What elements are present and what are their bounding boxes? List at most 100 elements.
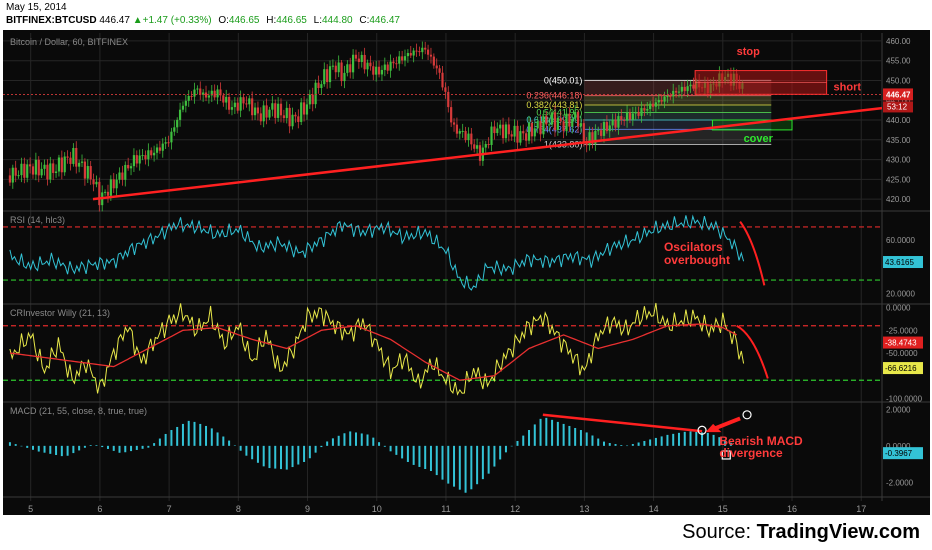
- candle-body: [103, 191, 107, 193]
- macd-annotation-line: divergence: [719, 446, 783, 460]
- candle-body: [115, 179, 118, 189]
- candle-body: [60, 157, 63, 173]
- candle-body: [46, 164, 49, 180]
- candle-body: [210, 90, 213, 96]
- trading-chart[interactable]: 5 6 7 8 9 10 11 12 13 14 15 16 17 460.00 455.00 450.00 4…: [0, 30, 932, 515]
- macd-histogram-bar: [343, 433, 346, 446]
- macd-histogram-bar: [193, 421, 196, 446]
- candle-body: [467, 133, 470, 141]
- candle-body: [124, 164, 127, 180]
- candle-body: [634, 111, 637, 114]
- candle-body: [464, 130, 467, 141]
- macd-histogram-bar: [14, 444, 17, 446]
- candle-body: [637, 111, 640, 116]
- candle-body: [499, 124, 502, 129]
- candle-body: [478, 145, 482, 161]
- candle-body: [657, 100, 660, 103]
- candle-body: [248, 98, 251, 105]
- countdown-tag: [883, 101, 913, 113]
- y-tick-label: 455.00: [886, 57, 911, 66]
- candle-body: [542, 116, 545, 135]
- rsi-y-tick-label: 20.0000: [886, 289, 915, 298]
- candle-body: [239, 97, 242, 111]
- candle-body: [649, 103, 652, 109]
- candle-body: [118, 172, 121, 180]
- candle-body: [54, 171, 58, 173]
- macd-histogram-bar: [568, 425, 571, 446]
- macd-histogram-bar: [297, 445, 300, 465]
- candle-body: [401, 56, 404, 61]
- willy-y-tick-label: -100.0000: [886, 394, 923, 403]
- candle-body: [620, 116, 623, 120]
- candle-body: [147, 150, 150, 160]
- candle-body: [164, 142, 167, 144]
- candle-body: [501, 124, 505, 139]
- candle-body: [565, 113, 568, 132]
- candle-body: [181, 105, 185, 110]
- last-price: 446.47: [99, 15, 130, 26]
- candle-body: [89, 166, 92, 180]
- candle-body: [346, 64, 349, 73]
- macd-histogram-bar: [216, 432, 219, 446]
- willy-y-tick-label: -25.0000: [886, 326, 918, 335]
- candle-body: [582, 123, 585, 144]
- last-price-tag-text: 446.47: [886, 90, 911, 99]
- candle-body: [674, 90, 678, 93]
- candle-body: [579, 123, 583, 127]
- close-value: 446.47: [369, 15, 400, 26]
- willy-line: [9, 302, 745, 396]
- high-label: H:: [266, 15, 277, 26]
- candle-body: [43, 164, 46, 169]
- candle-body: [184, 100, 187, 106]
- macd-panel-title: MACD (21, 55, close, 8, true, true): [10, 406, 147, 416]
- candle-body: [375, 66, 378, 75]
- candle-body: [366, 62, 369, 70]
- candle-body: [559, 117, 562, 122]
- candle-body: [268, 109, 271, 118]
- candle-body: [294, 114, 297, 117]
- macd-histogram-bar: [124, 445, 127, 453]
- candle-body: [317, 82, 320, 88]
- macd-histogram-bar: [614, 444, 617, 446]
- macd-histogram-bar: [366, 434, 369, 446]
- macd-arrow-shaft: [711, 416, 741, 432]
- candle-body: [363, 54, 366, 70]
- macd-histogram-bar: [556, 421, 559, 446]
- macd-histogram-bar: [251, 445, 254, 460]
- macd-histogram-bar: [256, 445, 259, 463]
- candle-body: [548, 124, 551, 126]
- candle-body: [484, 144, 487, 148]
- macd-histogram-bar: [539, 418, 542, 446]
- macd-histogram-bar: [95, 445, 98, 446]
- candle-body: [72, 147, 75, 164]
- fib-band: [584, 120, 772, 130]
- macd-histogram-bar: [649, 439, 652, 446]
- candle-body: [602, 122, 606, 136]
- candle-body: [507, 124, 510, 135]
- willy-current-tag: [883, 336, 923, 349]
- macd-histogram-bar: [49, 445, 52, 454]
- macd-histogram-bar: [591, 435, 594, 446]
- candle-body: [80, 161, 84, 163]
- macd-histogram-bar: [26, 445, 29, 448]
- candle-body: [225, 96, 228, 103]
- candle-body: [236, 102, 239, 111]
- macd-histogram-bar: [464, 445, 467, 493]
- macd-histogram-bar: [504, 445, 507, 453]
- y-tick-label: 460.00: [886, 37, 911, 46]
- candle-body: [199, 88, 202, 95]
- candle-body: [576, 111, 580, 127]
- macd-histogram-bar: [522, 435, 525, 446]
- candle-body: [167, 142, 170, 144]
- macd-histogram-bar: [677, 432, 680, 446]
- x-tick-label: 5: [28, 504, 33, 514]
- candle-body: [447, 91, 450, 108]
- candle-body: [354, 54, 358, 59]
- candle-body: [49, 163, 52, 180]
- macd-histogram-bar: [141, 445, 144, 449]
- y-tick-label: 450.00: [886, 76, 911, 85]
- candle-body: [651, 103, 655, 107]
- macd-current-tag: [883, 447, 923, 460]
- candle-body: [588, 132, 591, 146]
- macd-histogram-bar: [66, 445, 69, 456]
